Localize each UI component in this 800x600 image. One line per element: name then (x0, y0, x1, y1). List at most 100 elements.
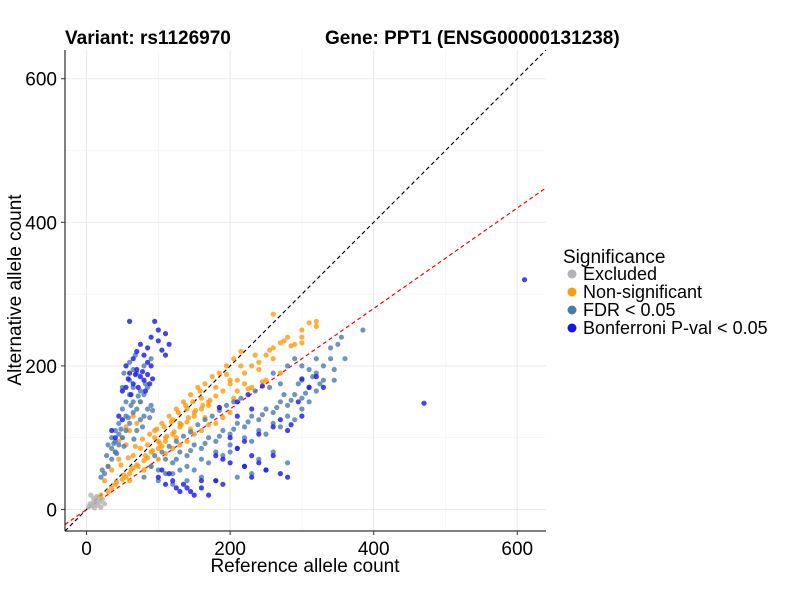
point-bonferroni-p-val-0-05 (159, 347, 165, 353)
point-fdr-0-05 (121, 370, 127, 376)
point-fdr-0-05 (274, 404, 280, 411)
point-non-significant (109, 485, 115, 491)
point-fdr-0-05 (270, 449, 276, 455)
point-non-significant (213, 393, 219, 399)
point-fdr-0-05 (231, 426, 237, 432)
point-non-significant (267, 347, 273, 353)
point-non-significant (105, 488, 111, 495)
point-bonferroni-p-val-0-05 (295, 399, 301, 405)
point-fdr-0-05 (111, 440, 117, 446)
point-non-significant (141, 458, 147, 464)
point-fdr-0-05 (150, 407, 156, 413)
point-bonferroni-p-val-0-05 (216, 404, 222, 411)
point-bonferroni-p-val-0-05 (198, 485, 204, 491)
point-fdr-0-05 (119, 384, 125, 390)
point-non-significant (185, 415, 192, 421)
point-non-significant (249, 363, 255, 369)
point-fdr-0-05 (137, 417, 143, 423)
point-bonferroni-p-val-0-05 (521, 277, 528, 283)
point-bonferroni-p-val-0-05 (135, 384, 141, 390)
point-fdr-0-05 (320, 377, 326, 383)
point-fdr-0-05 (188, 448, 194, 454)
point-bonferroni-p-val-0-05 (116, 413, 122, 419)
reference-line-identity (64, 49, 547, 532)
point-non-significant (168, 419, 174, 425)
point-bonferroni-p-val-0-05 (249, 406, 255, 412)
legend-key-2 (567, 305, 577, 315)
point-fdr-0-05 (123, 399, 129, 405)
point-bonferroni-p-val-0-05 (139, 369, 146, 375)
point-fdr-0-05 (227, 449, 233, 455)
point-non-significant (155, 456, 161, 462)
point-non-significant (162, 438, 169, 444)
point-bonferroni-p-val-0-05 (155, 338, 161, 344)
point-excluded (101, 501, 108, 507)
point-non-significant (197, 388, 203, 394)
point-non-significant (206, 422, 212, 428)
data-points (86, 277, 528, 511)
point-bonferroni-p-val-0-05 (162, 481, 169, 487)
point-fdr-0-05 (292, 392, 298, 398)
point-fdr-0-05 (220, 427, 226, 434)
point-fdr-0-05 (306, 399, 312, 405)
point-non-significant (227, 377, 233, 383)
point-fdr-0-05 (249, 438, 255, 444)
point-fdr-0-05 (306, 366, 312, 373)
point-fdr-0-05 (202, 440, 208, 446)
point-non-significant (173, 435, 179, 441)
point-non-significant (134, 420, 140, 426)
point-fdr-0-05 (148, 402, 154, 408)
point-fdr-0-05 (159, 449, 165, 455)
point-non-significant (238, 363, 244, 369)
point-fdr-0-05 (270, 420, 276, 426)
point-fdr-0-05 (206, 460, 212, 466)
point-fdr-0-05 (118, 426, 124, 432)
point-fdr-0-05 (119, 435, 125, 441)
point-non-significant (178, 422, 184, 428)
point-non-significant (123, 474, 129, 480)
legend-label: Bonferroni P-val < 0.05 (583, 318, 768, 338)
point-fdr-0-05 (148, 463, 154, 469)
point-fdr-0-05 (162, 456, 169, 462)
point-fdr-0-05 (116, 442, 122, 448)
point-non-significant (213, 384, 219, 390)
point-fdr-0-05 (188, 429, 194, 435)
point-non-significant (220, 415, 226, 421)
point-fdr-0-05 (223, 402, 230, 408)
legend-label: Excluded (583, 264, 657, 284)
point-fdr-0-05 (227, 431, 233, 437)
point-non-significant (216, 370, 222, 376)
point-fdr-0-05 (173, 456, 179, 462)
point-bonferroni-p-val-0-05 (141, 377, 147, 383)
point-non-significant (281, 338, 287, 344)
point-fdr-0-05 (141, 413, 147, 419)
point-bonferroni-p-val-0-05 (125, 376, 131, 382)
point-bonferroni-p-val-0-05 (130, 381, 136, 387)
point-bonferroni-p-val-0-05 (123, 363, 129, 369)
point-non-significant (191, 413, 197, 419)
point-bonferroni-p-val-0-05 (184, 485, 190, 491)
point-non-significant (132, 443, 138, 449)
point-bonferroni-p-val-0-05 (421, 400, 427, 406)
legend-key-1 (567, 287, 577, 297)
point-non-significant (227, 381, 233, 387)
point-fdr-0-05 (119, 406, 125, 412)
point-excluded (88, 492, 94, 498)
point-bonferroni-p-val-0-05 (130, 356, 136, 362)
point-bonferroni-p-val-0-05 (141, 352, 147, 358)
point-fdr-0-05 (313, 356, 319, 362)
point-bonferroni-p-val-0-05 (155, 327, 161, 333)
point-fdr-0-05 (285, 363, 291, 369)
legend-key-3 (567, 323, 577, 333)
point-excluded (86, 504, 92, 510)
point-fdr-0-05 (263, 431, 269, 437)
legend-label: FDR < 0.05 (583, 300, 676, 320)
point-non-significant (130, 453, 136, 459)
point-fdr-0-05 (141, 363, 147, 369)
point-non-significant (227, 409, 233, 416)
point-fdr-0-05 (99, 467, 105, 473)
point-fdr-0-05 (127, 359, 133, 365)
point-non-significant (200, 402, 206, 408)
point-fdr-0-05 (299, 395, 305, 401)
